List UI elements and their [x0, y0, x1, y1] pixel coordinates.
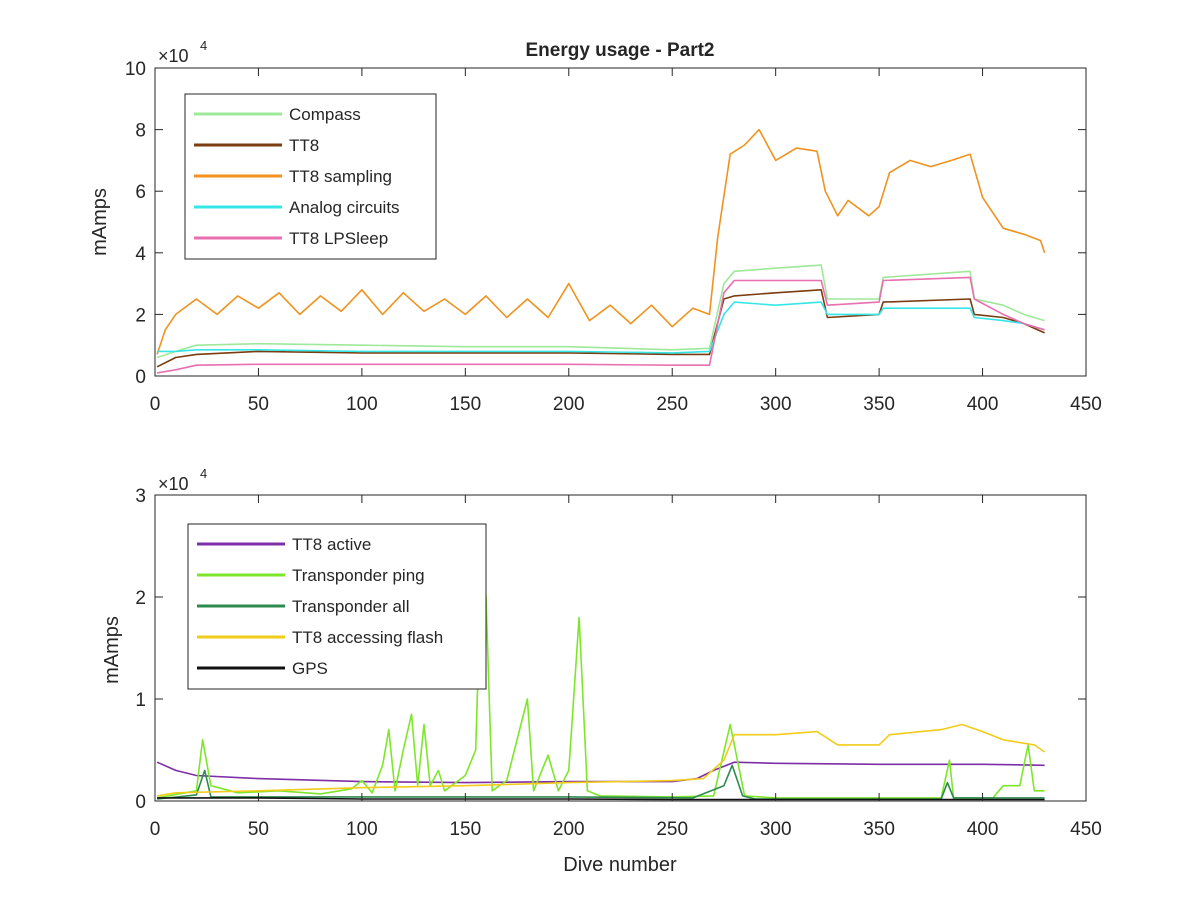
bottom-x-tick-label: 250: [656, 819, 688, 840]
bottom-x-tick-label: 400: [967, 819, 999, 840]
top-series-line-2: [156, 128, 1046, 355]
bottom-x-tick-label: 100: [346, 819, 378, 840]
bottom-x-tick-label: 300: [760, 819, 792, 840]
bottom-series-line-4: [157, 797, 1045, 801]
top-series-group: [156, 128, 1046, 374]
top-x-tick-label: 150: [449, 394, 481, 415]
bottom-x-axis-label: Dive number: [563, 854, 677, 876]
top-x-tick-label: 450: [1070, 394, 1102, 415]
top-y-tick-label: 4: [135, 244, 146, 265]
top-axis-ticks: 0 50 100 150 200 250 300 350 400 450 0 2 4 6 8 10: [125, 59, 1102, 415]
top-y-axis-label: mAmps: [89, 188, 111, 256]
top-plot: Energy usage - Part2 ×10 4 mAmps 0 50 100 1…: [89, 38, 1102, 415]
top-axes-box: [154, 67, 1087, 377]
bottom-series-group: [156, 545, 1046, 801]
bottom-x-tick-label: 450: [1070, 819, 1102, 840]
top-exponent-power: 4: [200, 38, 207, 53]
bottom-legend-label-1: Transponder ping: [292, 566, 425, 585]
top-legend-label-4: TT8 LPSleep: [289, 229, 388, 248]
top-legend-label-1: TT8: [289, 136, 319, 155]
top-legend: Compass TT8 TT8 sampling Analog circuits TT8…: [184, 93, 437, 260]
top-plot-title: Energy usage - Part2: [525, 40, 714, 61]
bottom-x-tick-label: 200: [553, 819, 585, 840]
bottom-y-tick-label: 0: [135, 792, 146, 813]
bottom-axes-box: [154, 494, 1087, 802]
top-y-tick-label: 2: [135, 305, 146, 326]
top-legend-label-0: Compass: [289, 105, 361, 124]
bottom-y-tick-label: 1: [135, 690, 146, 711]
top-x-tick-label: 100: [346, 394, 378, 415]
top-x-tick-label: 400: [967, 394, 999, 415]
top-series-line-4: [156, 276, 1045, 374]
top-x-tick-label: 50: [248, 394, 269, 415]
bottom-axis-ticks: 0 50 100 150 200 250 300 350 400 450 0 1 2 3: [135, 486, 1101, 840]
top-x-tick-label: 200: [553, 394, 585, 415]
top-exponent-label: ×10 4: [158, 38, 207, 66]
top-y-tick-label: 0: [135, 367, 146, 388]
top-y-tick-label: 10: [125, 59, 146, 80]
top-series-line-3: [157, 301, 1045, 354]
top-legend-label-3: Analog circuits: [289, 198, 400, 217]
bottom-series-line-2: [157, 764, 1045, 800]
bottom-legend: TT8 active Transponder ping Transponder al…: [187, 523, 487, 690]
bottom-series-line-0: [156, 761, 1045, 784]
bottom-plot: ×10 4 mAmps Dive number 0 50 100 150 200 250 3…: [101, 466, 1102, 876]
bottom-x-tick-label: 150: [449, 819, 481, 840]
bottom-x-tick-label: 0: [150, 819, 161, 840]
bottom-legend-label-2: Transponder all: [292, 597, 410, 616]
bottom-series-line-1: [156, 545, 1045, 799]
top-x-tick-label: 0: [150, 394, 161, 415]
bottom-legend-label-0: TT8 active: [292, 535, 371, 554]
bottom-exponent-base: ×10: [158, 474, 189, 494]
bottom-y-axis-label: mAmps: [101, 616, 123, 684]
bottom-exponent-power: 4: [200, 466, 207, 481]
bottom-legend-label-3: TT8 accessing flash: [292, 628, 443, 647]
top-series-line-1: [156, 289, 1045, 368]
top-y-tick-label: 8: [135, 121, 146, 142]
top-legend-label-2: TT8 sampling: [289, 167, 392, 186]
bottom-series-line-3: [156, 723, 1046, 797]
bottom-legend-label-4: GPS: [292, 659, 328, 678]
top-y-tick-label: 6: [135, 182, 146, 203]
bottom-x-tick-label: 350: [863, 819, 895, 840]
bottom-x-tick-label: 50: [248, 819, 269, 840]
bottom-y-tick-label: 3: [135, 486, 146, 507]
top-x-tick-label: 250: [656, 394, 688, 415]
top-x-tick-label: 350: [863, 394, 895, 415]
bottom-y-tick-label: 2: [135, 588, 146, 609]
bottom-exponent-label: ×10 4: [158, 466, 207, 494]
top-exponent-base: ×10: [158, 46, 189, 66]
top-x-tick-label: 300: [760, 394, 792, 415]
